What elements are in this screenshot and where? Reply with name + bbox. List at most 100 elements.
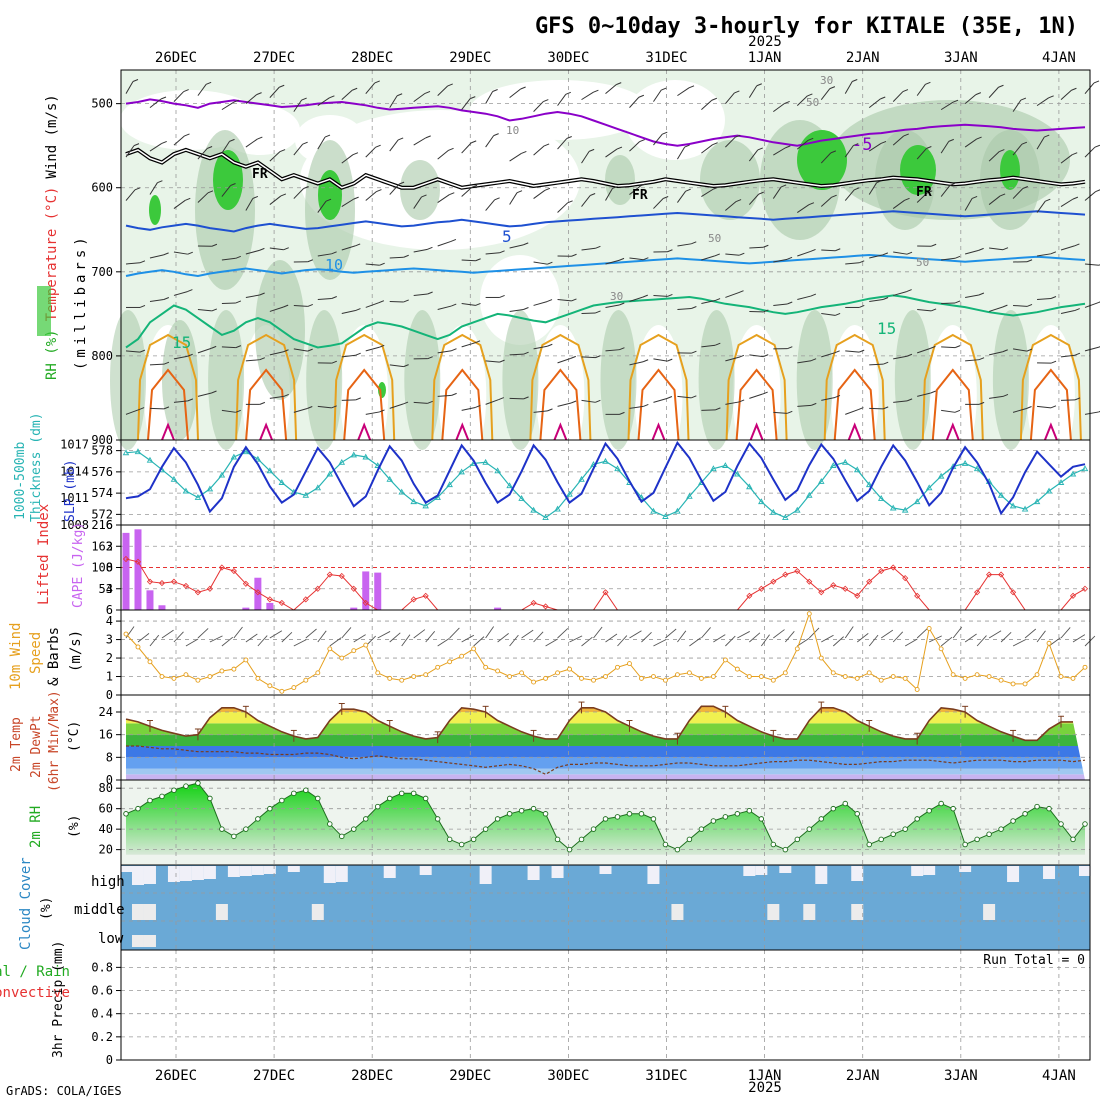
rh2m-point [566,846,573,853]
wind10m-speed-point [950,672,956,678]
wind-barb-flag [619,302,625,306]
axis-tick-label: 574 [91,486,113,500]
wind-barb-flag [927,190,933,194]
rh2m-point [638,811,645,817]
wind-barb-flag [282,304,289,308]
wind-barb-flag [259,357,266,361]
wind-barb [797,404,812,407]
wind10m-barb [161,629,174,639]
rh2m-point [470,836,477,843]
rh2m-point [806,826,813,832]
wind-barb [557,402,572,407]
axis-tick-label: 3 [106,582,113,596]
wind10m-barb [940,636,953,647]
rh2m-point [842,800,849,807]
lifted-index-point [218,564,225,571]
wind-barb [653,398,668,403]
wind-barb [964,94,977,105]
cloud-high-gap [203,866,216,879]
lifted-index-point [746,592,753,599]
wind10m-barb [677,630,687,643]
cloud-middle-gap [767,904,780,920]
rh2m-point [207,795,213,802]
wind-barb [365,302,380,308]
wind10m-speed-point [471,646,477,652]
wind-barb [1060,89,1072,101]
wind-barb-flag [187,398,194,402]
wind-barb-flag [643,257,649,261]
wind-barb-flag [661,87,667,91]
wind-barb [581,399,596,403]
wind-barb [1013,304,1028,307]
wind-barb [725,292,739,298]
wind-barb-flag [187,289,193,293]
upper-air-grid [121,70,1090,440]
wind-barb [365,146,377,158]
wind10m-speed-point [926,626,932,631]
wind-barb [197,392,212,397]
wind10m-speed-point [399,677,405,683]
wind-barb-flag [211,243,218,247]
wind-barb-flag [351,87,358,91]
wind-barb-flag [331,251,337,255]
wind-barb-flag [906,251,913,255]
slp-line [125,440,1086,516]
wind-barb [1012,99,1022,112]
wind-barb-flag [183,89,189,93]
temp-band [126,746,1085,758]
wind-barb [605,148,618,158]
thickness-point [482,458,489,465]
wind-barb-flag [762,391,768,395]
wind-barb [868,182,878,195]
rh-moist-region [404,310,441,450]
wind-barb-flag [233,99,239,103]
wind-barb [917,308,932,312]
rh2m-point [231,833,237,840]
wind-barb [892,91,904,102]
wind-barb-flag [642,294,648,298]
wind-barb-flag [595,399,601,403]
wind-barb-flag [331,296,337,299]
wind-barb-flag [307,259,314,263]
wind-barb-flag [235,300,242,304]
rh2m-point [363,816,369,822]
wind10m-barb [629,630,642,639]
cloud-high-gap [959,866,972,872]
rh2m-point [482,826,489,832]
wind-barb-flag [403,299,409,303]
wind-barb-flag [619,347,625,351]
top-date-tick: 1JAN [748,50,782,66]
wind-barb [748,149,759,162]
wind-barb [245,138,258,148]
wind-barb [845,262,860,265]
wind-barb-flag [374,80,380,84]
wind-barb [581,195,591,207]
temperature-contours [125,98,1086,441]
precip-total-label: Total / Rain [0,964,70,980]
rh-legend-swatch [37,286,51,336]
wind10m-barb [545,638,558,647]
wind-barb [269,306,284,312]
wind10m-speed-point [279,688,285,694]
wind-barb [988,306,1003,312]
temp-contour-30 [161,422,175,441]
rh2m-point [219,826,225,832]
cape-bar [254,577,262,610]
wind-barb-flag [470,96,476,100]
thickness-point [1057,479,1065,485]
cloud-high-gap [779,866,792,873]
thickness-point [877,495,885,501]
rh-moist-region [830,100,1070,220]
lifted-index-point [146,578,154,585]
wind10m-barb [137,633,150,643]
wind-barb [773,147,786,156]
rh2m-point [686,836,693,843]
cloud-high-gap [815,866,828,884]
wind-barb-flag [998,84,1004,88]
thickness-point [865,481,873,488]
wind-barb [365,346,380,352]
rh2m-point [159,793,165,800]
wind-barb-flag [595,355,601,359]
wind10m-speed-point [183,672,189,678]
wind10m-barb [461,634,475,643]
